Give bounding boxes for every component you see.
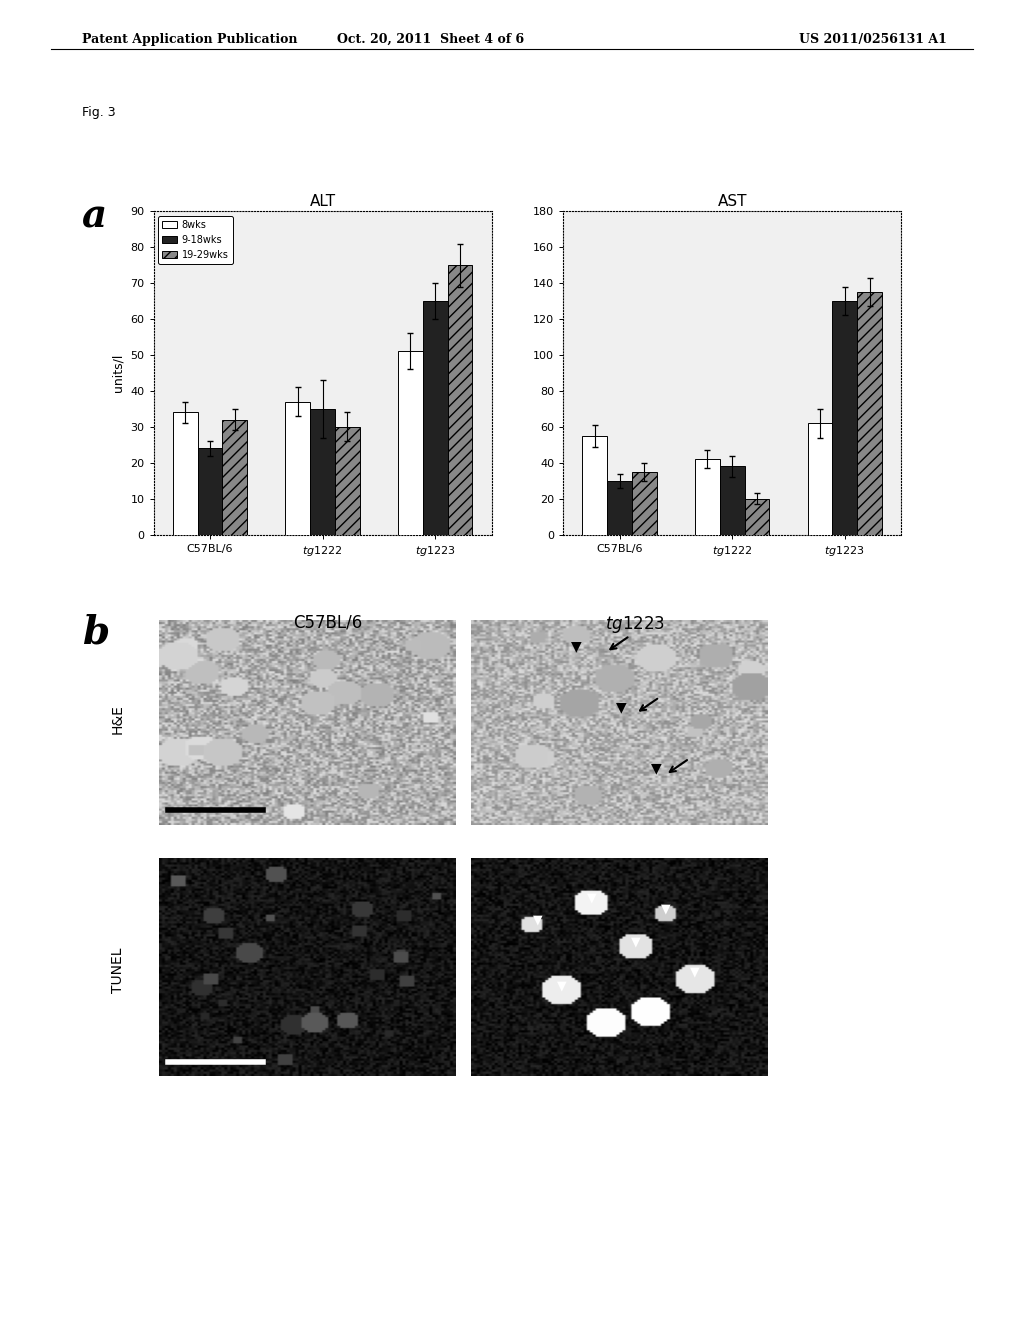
Text: ▼: ▼ bbox=[587, 892, 596, 904]
Text: C57BL/6: C57BL/6 bbox=[293, 614, 362, 632]
Text: b: b bbox=[82, 614, 109, 652]
Text: ▼: ▼ bbox=[631, 936, 641, 948]
Y-axis label: units/l: units/l bbox=[112, 354, 125, 392]
Bar bbox=[173, 412, 198, 535]
Text: Oct. 20, 2011  Sheet 4 of 6: Oct. 20, 2011 Sheet 4 of 6 bbox=[337, 33, 523, 46]
Text: ▼: ▼ bbox=[615, 701, 627, 714]
Title: ALT: ALT bbox=[309, 194, 336, 209]
Bar bbox=[286, 401, 310, 535]
Text: ▼: ▼ bbox=[690, 966, 700, 979]
Bar bbox=[857, 292, 882, 535]
Bar bbox=[744, 499, 769, 535]
Bar bbox=[222, 420, 247, 535]
Bar bbox=[632, 471, 656, 535]
Text: ▼: ▼ bbox=[651, 762, 662, 776]
Text: H&E: H&E bbox=[111, 705, 125, 734]
Bar bbox=[808, 424, 833, 535]
Text: a: a bbox=[82, 198, 108, 236]
Text: US 2011/0256131 A1: US 2011/0256131 A1 bbox=[799, 33, 946, 46]
Bar bbox=[583, 436, 607, 535]
Title: AST: AST bbox=[718, 194, 746, 209]
Bar bbox=[607, 480, 632, 535]
Text: ▼: ▼ bbox=[660, 903, 671, 916]
Bar bbox=[335, 426, 359, 535]
Legend: 8wks, 9-18wks, 19-29wks: 8wks, 9-18wks, 19-29wks bbox=[159, 216, 232, 264]
Bar bbox=[695, 459, 720, 535]
Bar bbox=[720, 466, 744, 535]
Text: ▼: ▼ bbox=[571, 639, 582, 653]
Bar bbox=[447, 265, 472, 535]
Bar bbox=[398, 351, 423, 535]
Bar bbox=[198, 449, 222, 535]
Text: ▼: ▼ bbox=[557, 979, 566, 991]
Text: ▼: ▼ bbox=[534, 913, 543, 927]
Text: TUNEL: TUNEL bbox=[111, 948, 125, 993]
Text: Fig. 3: Fig. 3 bbox=[82, 106, 116, 119]
Bar bbox=[310, 409, 335, 535]
Text: Patent Application Publication: Patent Application Publication bbox=[82, 33, 297, 46]
Bar bbox=[833, 301, 857, 535]
Text: $\it{tg1223}$: $\it{tg1223}$ bbox=[605, 614, 665, 635]
Bar bbox=[423, 301, 447, 535]
